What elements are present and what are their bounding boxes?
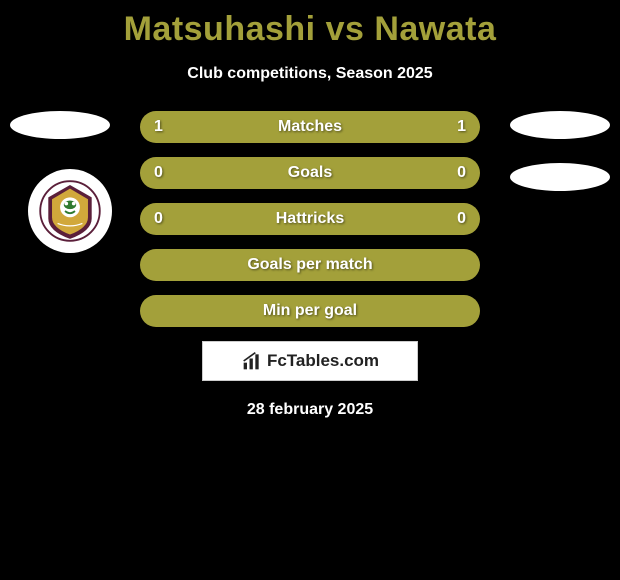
stat-label: Hattricks: [276, 210, 344, 228]
stat-row-min-per-goal: Min per goal: [140, 295, 480, 327]
stat-row-goals-per-match: Goals per match: [140, 249, 480, 281]
stat-value-right: 0: [457, 210, 466, 228]
stat-label: Goals: [288, 164, 332, 182]
stat-value-right: 1: [457, 118, 466, 136]
stat-row-hattricks: 0 Hattricks 0: [140, 203, 480, 235]
team-left-badge: [28, 169, 112, 253]
attribution-text: FcTables.com: [267, 351, 379, 371]
stat-value-left: 0: [154, 210, 163, 228]
subtitle: Club competitions, Season 2025: [0, 65, 620, 83]
stat-label: Goals per match: [247, 256, 372, 274]
stats-container: 1 Matches 1 0 Goals 0 0 Hattricks 0 Goal…: [0, 111, 620, 327]
stat-label: Matches: [278, 118, 342, 136]
stat-row-matches: 1 Matches 1: [140, 111, 480, 143]
team-left-placeholder: [10, 111, 110, 139]
stat-row-goals: 0 Goals 0: [140, 157, 480, 189]
attribution-box[interactable]: FcTables.com: [202, 341, 418, 381]
stat-label: Min per goal: [263, 302, 357, 320]
stat-value-left: 1: [154, 118, 163, 136]
stat-value-right: 0: [457, 164, 466, 182]
team-right-placeholder: [510, 111, 610, 139]
chart-icon: [241, 351, 263, 371]
footer-date: 28 february 2025: [0, 401, 620, 419]
page-title: Matsuhashi vs Nawata: [0, 0, 620, 49]
team-right-placeholder-2: [510, 163, 610, 191]
stat-value-left: 0: [154, 164, 163, 182]
